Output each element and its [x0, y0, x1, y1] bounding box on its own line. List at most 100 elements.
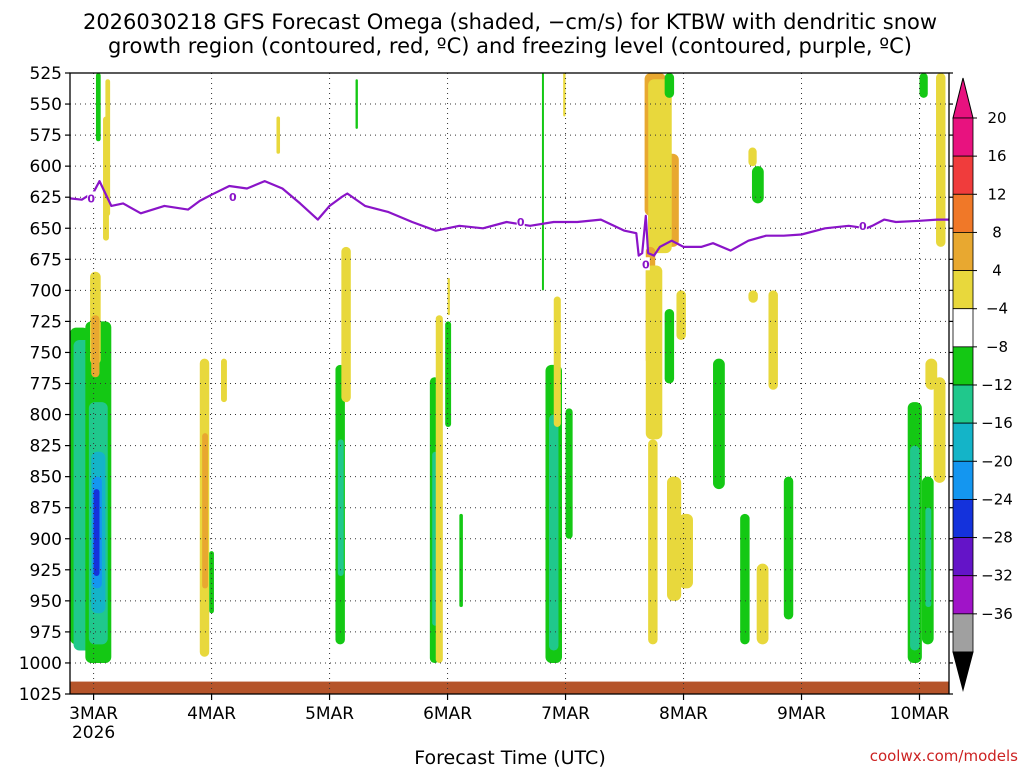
colorbar-bin-5: [952, 308, 974, 348]
x-tick-label-1: 4MAR: [187, 704, 236, 724]
x-tick-label-7: 10MAR: [890, 704, 950, 724]
omega-region-61: [919, 73, 928, 98]
omega-region-51: [768, 290, 778, 390]
y-tick-label-17: 950: [30, 592, 62, 612]
colorbar-tick-label-1: 16: [987, 147, 1006, 165]
freezing-level-label-bg-3: [641, 257, 650, 271]
chart-title-line-1: 2026030218 GFS Forecast Omega (shaded, −…: [83, 10, 937, 34]
colorbar-bin-7: [952, 384, 974, 424]
colorbar-tick-label-9: −20: [981, 452, 1013, 470]
omega-region-30: [553, 296, 561, 427]
y-tick-label-15: 900: [30, 530, 62, 550]
colorbar-top-arrow: [952, 77, 974, 119]
omega-region-20: [355, 79, 358, 129]
freezing-level-label-bg-1: [228, 190, 237, 204]
omega-region-52: [740, 513, 750, 645]
omega-region-11: [105, 79, 111, 216]
colorbar-bin-11: [952, 537, 974, 577]
colorbar-bin-4: [952, 270, 974, 310]
x-tick-label-4: 7MAR: [541, 704, 590, 724]
y-tick-label-10: 775: [30, 375, 62, 395]
x-tick-sublabel-0: 2026: [72, 723, 115, 743]
y-tick-label-18: 975: [30, 623, 62, 643]
colorbar-tick-label-8: −16: [981, 414, 1013, 432]
omega-region-31: [541, 73, 544, 291]
omega-region-28: [549, 414, 559, 651]
x-tick-label-0: 3MAR: [69, 704, 118, 724]
colorbar-bin-13: [952, 613, 974, 653]
omega-region-50: [748, 290, 758, 303]
freezing-level-label-0: 0: [87, 192, 95, 205]
colorbar-bin-10: [952, 499, 974, 538]
colorbar-bin-2: [952, 193, 974, 233]
colorbar-tick-label-0: 20: [987, 109, 1006, 127]
y-tick-label-2: 575: [30, 126, 62, 146]
freezing-level-label-1: 0: [229, 191, 237, 204]
x-axis-label: Forecast Time (UTC): [414, 747, 605, 768]
y-tick-label-7: 700: [30, 281, 62, 301]
y-tick-label-20: 1025: [19, 685, 62, 705]
y-tick-label-16: 925: [30, 561, 62, 581]
omega-region-24: [445, 321, 452, 427]
omega-region-49: [751, 166, 764, 204]
y-tick-label-19: 1000: [19, 654, 62, 674]
x-tick-label-2: 5MAR: [305, 704, 354, 724]
colorbar: 20 16 12 8 4 −4 −8 −12 −16 −20 −24 −28 −32 −36: [952, 77, 1013, 692]
y-tick-label-6: 675: [30, 250, 62, 270]
y-tick-label-1: 550: [30, 95, 62, 115]
colorbar-tick-label-7: −12: [981, 376, 1013, 394]
colorbar-bin-12: [952, 575, 974, 615]
omega-region-26: [447, 277, 450, 316]
colorbar-tick-label-11: −28: [981, 529, 1013, 547]
omega-region-6: [93, 489, 100, 577]
freezing-level-label-bg-0: [87, 191, 96, 205]
colorbar-tick-label-13: −36: [981, 605, 1013, 623]
omega-region-29: [565, 408, 573, 539]
freezing-level-label-bg-4: [858, 218, 867, 232]
freezing-level-contour: [70, 180, 949, 257]
omega-region-53: [756, 563, 769, 645]
omega-region-10: [95, 73, 101, 142]
omega-region-42: [664, 73, 675, 98]
y-tick-label-11: 800: [30, 406, 62, 426]
omega-region-56: [910, 445, 920, 651]
y-tick-label-8: 725: [30, 312, 62, 332]
plot-area: 0 0 0 0 0: [70, 73, 949, 694]
colorbar-bin-8: [952, 422, 974, 462]
omega-region-47: [713, 358, 725, 490]
omega-region-41: [648, 439, 658, 645]
omega-region-40: [645, 265, 663, 440]
chart-title-line-2: growth region (contoured, red, ºC) and f…: [108, 34, 912, 58]
omega-region-48: [748, 147, 757, 167]
y-tick-label-13: 850: [30, 468, 62, 488]
omega-region-13: [202, 433, 209, 589]
omega-region-62: [936, 73, 946, 247]
colorbar-bin-3: [952, 232, 974, 271]
colorbar-tick-label-10: −24: [981, 490, 1013, 508]
y-tick-label-5: 650: [30, 219, 62, 239]
omega-region-54: [783, 476, 794, 620]
omega-region-25: [459, 513, 463, 608]
credit-text: coolwx.com/models: [870, 747, 1018, 765]
colorbar-tick-label-2: 12: [987, 185, 1006, 203]
omega-region-46: [678, 513, 693, 589]
y-tick-label-9: 750: [30, 343, 62, 363]
freezing-level-label-4: 0: [859, 220, 867, 233]
omega-region-15: [221, 358, 227, 403]
plot-background: [70, 73, 949, 694]
freezing-level-label-2: 0: [517, 216, 525, 229]
colorbar-tick-label-12: −32: [981, 567, 1013, 585]
surface-terrain-band: [70, 681, 949, 694]
freezing-level-label-bg-2: [516, 215, 525, 229]
x-tick-label-3: 6MAR: [423, 704, 472, 724]
omega-region-43: [664, 308, 675, 384]
colorbar-bin-9: [952, 460, 974, 500]
omega-region-38: [648, 79, 672, 254]
omega-region-44: [676, 290, 686, 341]
y-tick-label-14: 875: [30, 499, 62, 519]
y-tick-label-12: 825: [30, 437, 62, 457]
colorbar-tick-label-4: 4: [992, 262, 1002, 280]
omega-region-8: [91, 315, 100, 378]
colorbar-tick-label-6: −8: [986, 338, 1008, 356]
